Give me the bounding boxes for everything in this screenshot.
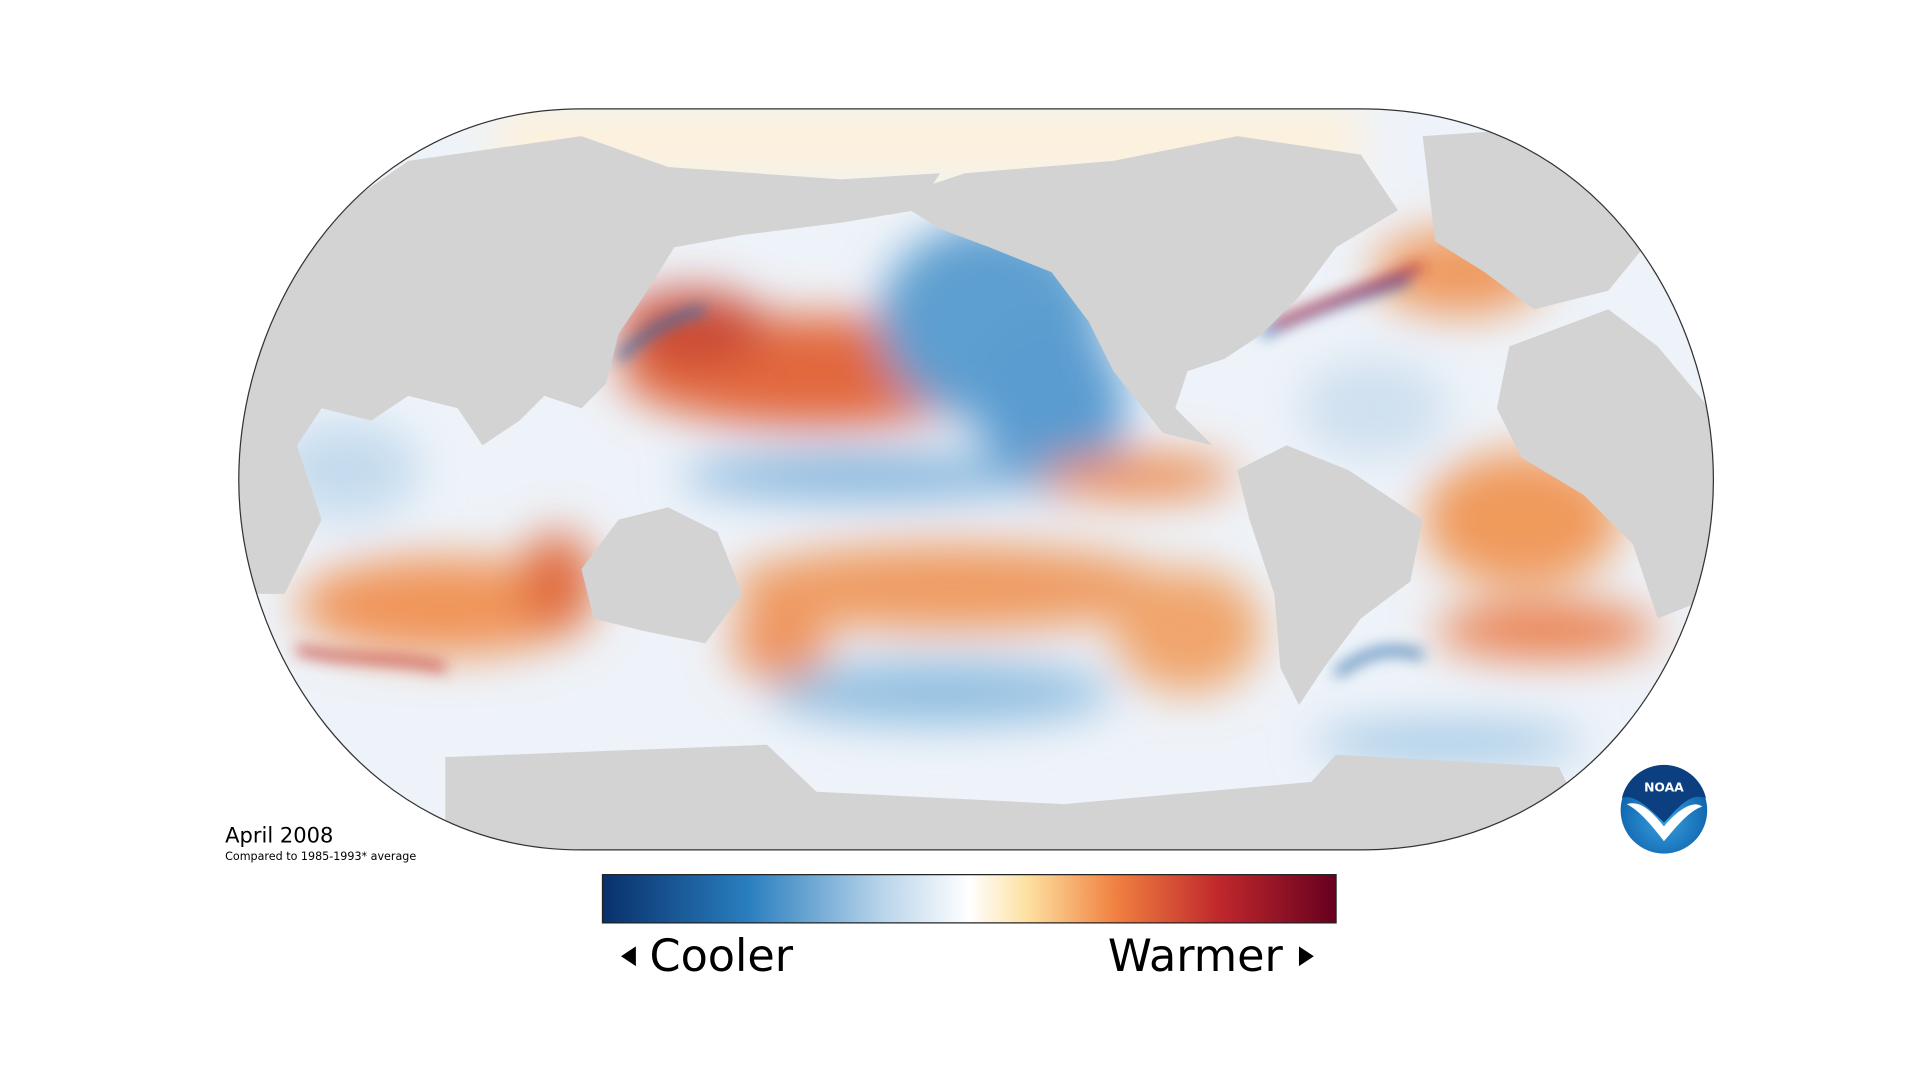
map bbox=[238, 108, 1714, 850]
caption-subtitle: Compared to 1985-1993* average bbox=[225, 850, 416, 863]
left-arrow bbox=[621, 946, 636, 967]
caption-title: April 2008 bbox=[225, 822, 333, 847]
map-outline bbox=[238, 108, 1715, 851]
noaa-logo: NOAA bbox=[1620, 764, 1708, 854]
logo-text: NOAA bbox=[1644, 781, 1684, 795]
color-scale bbox=[601, 874, 1337, 924]
legend-high: Warmer bbox=[1108, 930, 1284, 982]
right-arrow bbox=[1298, 946, 1314, 967]
legend-low: Cooler bbox=[649, 930, 793, 982]
